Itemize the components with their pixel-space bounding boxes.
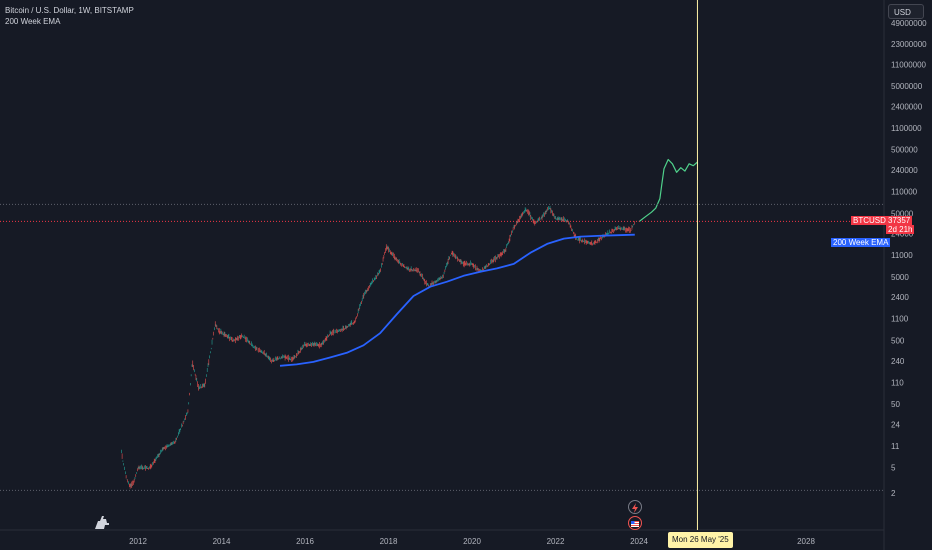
indicator-title[interactable]: 200 Week EMA — [5, 17, 61, 26]
price-scale-label: 5000 — [891, 273, 909, 282]
time-scale-label: 2012 — [129, 537, 147, 546]
price-scale-label: 240 — [891, 357, 905, 366]
price-scale-label: 1100000 — [891, 124, 922, 133]
price-scale-label: 500 — [891, 336, 905, 345]
price-scale-label: 11 — [891, 442, 900, 451]
time-scale[interactable]: 201220142016201820202022202420262028 — [0, 529, 884, 546]
price-scale-label: 240000 — [891, 166, 918, 175]
price-scale-label: 110 — [891, 378, 904, 387]
price-scale-label: 50000 — [891, 209, 914, 218]
series-layer — [121, 158, 698, 489]
time-scale-label: 2018 — [380, 537, 398, 546]
price-scale-label: 2400 — [891, 293, 909, 302]
projection-line[interactable] — [638, 158, 698, 223]
chart-legend: Bitcoin / U.S. Dollar, 1W, BITSTAMP 200 … — [5, 5, 134, 27]
price-scale[interactable]: 49000000 23000000 11000000 5000000 2400000 11… — [883, 0, 927, 550]
price-scale-label: 5000000 — [891, 82, 923, 91]
price-series-candles — [121, 205, 635, 489]
ema-price-tag: 200 Week EMA — [831, 238, 891, 247]
time-scale-label: 2016 — [296, 537, 314, 546]
price-scale-label: 110000 — [891, 187, 918, 196]
price-scale-label: 24000 — [891, 230, 914, 239]
bar-countdown-tag: 2d 21h — [886, 225, 915, 234]
last-price-tag: 37357 — [886, 216, 913, 225]
time-scale-label: 2020 — [463, 537, 481, 546]
price-scale-label: 2400000 — [891, 102, 923, 111]
time-scale-label: 2024 — [630, 537, 648, 546]
crosshair-date-label: Mon 26 May '25 — [668, 532, 733, 548]
currency-button[interactable]: USD — [888, 4, 924, 19]
tradingview-logo-icon[interactable] — [92, 512, 112, 532]
price-scale-label: 11000 — [891, 251, 913, 260]
price-scale-label: 23000000 — [891, 40, 927, 49]
time-scale-label: 2014 — [213, 537, 231, 546]
symbol-price-tag: BTCUSD — [851, 216, 888, 225]
lightning-icon[interactable] — [628, 500, 642, 514]
us-flag-icon[interactable] — [628, 516, 642, 530]
time-scale-label: 2028 — [797, 537, 815, 546]
price-scale-label: 24 — [891, 420, 900, 429]
price-scale-label: 11000000 — [891, 60, 927, 69]
price-scale-label: 2 — [891, 489, 896, 498]
price-scale-label: 50 — [891, 400, 900, 409]
time-scale-label: 2022 — [547, 537, 565, 546]
price-scale-label: 5 — [891, 464, 896, 473]
price-scale-label: 500000 — [891, 146, 918, 155]
ema-line[interactable] — [279, 233, 635, 367]
price-scale-label: 49000000 — [891, 19, 927, 28]
symbol-title[interactable]: Bitcoin / U.S. Dollar, 1W, BITSTAMP — [5, 6, 134, 15]
price-scale-label: 1100 — [891, 315, 909, 324]
